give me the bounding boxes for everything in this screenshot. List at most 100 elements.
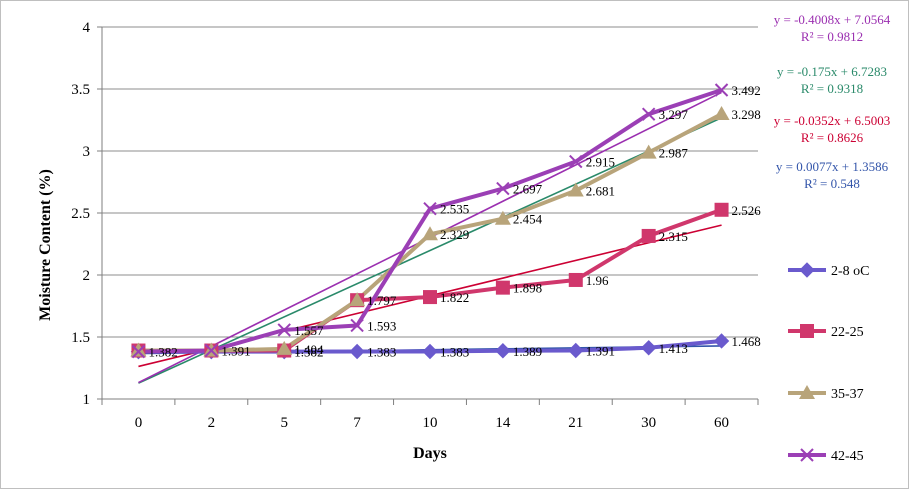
data-point bbox=[495, 280, 510, 295]
data-label: 1.382 bbox=[294, 345, 323, 360]
trend-r-squared: R² = 0.548 bbox=[804, 176, 860, 191]
data-label: 1.382 bbox=[148, 345, 177, 360]
data-point bbox=[568, 272, 583, 287]
data-label: 3.297 bbox=[659, 107, 689, 122]
data-point bbox=[131, 344, 146, 359]
data-point bbox=[277, 323, 291, 337]
data-point bbox=[568, 342, 584, 359]
data-point bbox=[714, 202, 729, 217]
data-point bbox=[423, 290, 437, 305]
data-point bbox=[640, 144, 657, 159]
data-point-stroke bbox=[641, 107, 656, 121]
data-point bbox=[713, 333, 730, 349]
y-tick-label: 3.5 bbox=[71, 82, 90, 98]
y-tick-label: 1.5 bbox=[71, 330, 90, 346]
data-point bbox=[569, 154, 583, 169]
trend-equations: y = 0.0077x + 1.3586 R² = 0.548 y = -0.035… bbox=[774, 12, 891, 191]
data-label: 2.987 bbox=[659, 146, 689, 161]
legend-marker bbox=[799, 262, 815, 278]
data-point bbox=[496, 181, 510, 196]
data-point bbox=[423, 201, 437, 216]
data-label: 1.797 bbox=[367, 293, 397, 308]
data-label: 1.898 bbox=[513, 281, 542, 296]
data-point bbox=[495, 343, 511, 359]
legend-marker bbox=[799, 385, 815, 399]
data-label: 3.492 bbox=[732, 83, 761, 98]
data-label: 1.383 bbox=[440, 345, 469, 360]
data-label: 2.681 bbox=[586, 184, 615, 199]
x-tick-label: 10 bbox=[423, 415, 438, 431]
data-point bbox=[350, 318, 364, 333]
data-label: 1.593 bbox=[367, 318, 396, 333]
x-tick-label: 21 bbox=[568, 415, 583, 431]
x-tick-label: 60 bbox=[714, 415, 729, 431]
data-label: 1.404 bbox=[294, 342, 324, 357]
data-point bbox=[640, 340, 657, 356]
data-point-stroke bbox=[569, 154, 583, 169]
legend-label: 42-45 bbox=[831, 449, 864, 464]
legend-marker-stroke bbox=[800, 448, 814, 462]
trend-equation: y = -0.4008x + 7.0564 bbox=[774, 12, 891, 27]
data-label: 1.391 bbox=[586, 344, 615, 359]
data-label: 2.329 bbox=[440, 227, 469, 242]
x-axis-title: Days bbox=[413, 445, 447, 462]
data-label: 2.915 bbox=[586, 155, 615, 170]
y-tick-label: 1 bbox=[83, 392, 91, 408]
trend-r-squared: R² = 0.8626 bbox=[801, 130, 864, 145]
data-point bbox=[349, 292, 366, 307]
data-point-stroke bbox=[714, 83, 729, 97]
data-label: 1.383 bbox=[367, 345, 396, 360]
data-label: 1.557 bbox=[294, 323, 324, 338]
y-tick-label: 3 bbox=[83, 144, 91, 160]
data-label: 2.315 bbox=[659, 229, 688, 244]
y-tick-label: 2 bbox=[83, 268, 91, 284]
data-point bbox=[641, 228, 656, 243]
data-label: 2.697 bbox=[513, 182, 543, 197]
data-label: 2.535 bbox=[440, 202, 469, 217]
data-point bbox=[422, 226, 438, 241]
data-point-stroke bbox=[423, 201, 437, 216]
x-tick-label: 30 bbox=[641, 415, 656, 431]
trend-r-squared: R² = 0.9318 bbox=[801, 81, 863, 96]
x-tick-label: 0 bbox=[135, 415, 143, 431]
data-point-stroke bbox=[496, 181, 510, 196]
data-point bbox=[714, 83, 729, 97]
trend-r-squared: R² = 0.9812 bbox=[801, 29, 863, 44]
x-tick-label: 7 bbox=[353, 415, 361, 431]
y-tick-label: 4 bbox=[83, 20, 91, 36]
legend-marker bbox=[800, 324, 814, 338]
data-point-stroke bbox=[204, 343, 219, 358]
data-point bbox=[494, 210, 511, 225]
data-label: 1.391 bbox=[221, 344, 250, 359]
data-label: 1.389 bbox=[513, 344, 542, 359]
data-point bbox=[276, 340, 293, 355]
data-point bbox=[130, 342, 147, 357]
data-label: 3.298 bbox=[732, 107, 761, 122]
legend-label: 22-25 bbox=[831, 325, 864, 340]
data-point bbox=[349, 343, 365, 360]
legend-label: 35-37 bbox=[831, 387, 864, 402]
data-label: 2.454 bbox=[513, 212, 543, 227]
trend-equation: y = 0.0077x + 1.3586 bbox=[776, 159, 889, 174]
trend-equation: y = -0.0352x + 6.5003 bbox=[774, 113, 891, 128]
data-labels: 1.382 1.382 1.383 1.383 1.389 1.391 1.413 1.468… bbox=[148, 83, 761, 360]
x-tick-label: 2 bbox=[208, 415, 216, 431]
data-point bbox=[713, 106, 730, 121]
data-label: 2.526 bbox=[732, 203, 762, 218]
data-label: 1.96 bbox=[586, 273, 609, 288]
data-label: 1.413 bbox=[659, 341, 688, 356]
axes: 1 1.5 2 2.5 3 3.5 4 0 2 5 7 10 14 21 30 60 bbox=[71, 20, 759, 431]
data-point-stroke bbox=[131, 344, 146, 359]
legend-label: 2-8 oC bbox=[831, 264, 870, 279]
trend-equation: y = -0.175x + 6.7283 bbox=[777, 64, 887, 79]
data-point-stroke bbox=[277, 323, 291, 337]
trendline-35-37 bbox=[138, 117, 722, 384]
data-point bbox=[567, 182, 584, 197]
x-tick-label: 14 bbox=[495, 415, 511, 431]
data-point bbox=[204, 343, 219, 358]
legend: 2-8 oC 22-25 35-37 42-45 bbox=[788, 262, 870, 464]
data-point bbox=[422, 343, 438, 360]
